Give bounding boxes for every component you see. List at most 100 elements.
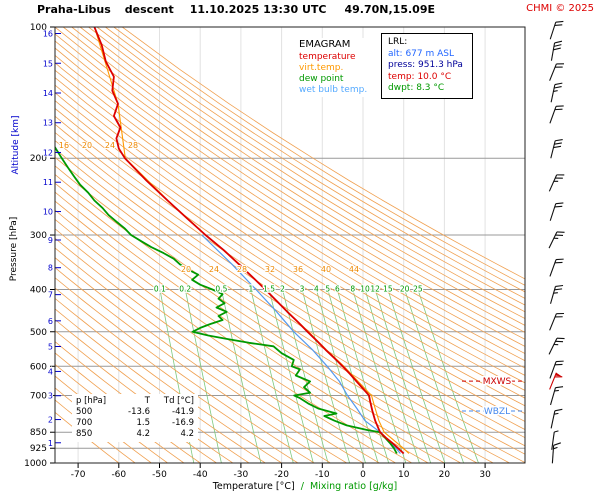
mixing-ratio-line: [417, 289, 479, 463]
lrl-alt: alt: 677 m ASL: [388, 48, 454, 59]
dry-adiabat-line: [55, 330, 234, 463]
wind-barb: [550, 408, 563, 429]
sounding-mode: descent: [124, 3, 174, 16]
legend-item-temperature: temperature: [299, 52, 356, 62]
wind-barb: [551, 430, 559, 450]
dry-adiabat-line: [88, 27, 525, 306]
wind-barb: [548, 337, 565, 355]
dry-adiabat-label: 16: [59, 141, 69, 150]
wind-barb: [550, 139, 563, 159]
mixing-ratio-line: [301, 289, 350, 463]
mixing-ratio-label: 5: [325, 284, 330, 293]
dry-adiabat-label: 36: [293, 265, 303, 274]
altitude-tick-label: 3: [48, 392, 53, 401]
mixing-ratio-label: 0.1: [154, 284, 166, 293]
station-name: Praha-Libus: [37, 3, 111, 16]
legend-item-wet-bulb: wet bulb temp.: [299, 85, 368, 95]
mixing-ratio-label: 8: [350, 284, 355, 293]
wind-barb: [549, 360, 564, 379]
mixing-ratio-line: [221, 289, 262, 463]
wind-barb: [549, 202, 564, 221]
mixing-ratio-label: 1.5: [263, 284, 275, 293]
lrl-info-box: LRL: alt: 677 m ASL press: 951.3 hPa tem…: [381, 33, 473, 99]
altitude-tick-label: 1: [48, 439, 53, 448]
legend-item-dew-point: dew point: [299, 74, 344, 84]
dry-adiabat-line: [55, 277, 315, 463]
dry-adiabat-line: [55, 115, 525, 422]
dry-adiabat-line: [55, 308, 267, 463]
dry-adiabat-line: [55, 191, 462, 463]
dry-adiabat-line: [55, 47, 525, 354]
x-axis-title-mixing-ratio: Mixing ratio [g/kg]: [310, 481, 398, 492]
dry-adiabat-line: [55, 165, 511, 463]
altitude-tick-label: 5: [48, 342, 53, 351]
dry-adiabat-line: [55, 62, 525, 369]
legend-item-virt-temp: virt.temp.: [299, 63, 344, 73]
pressure-tick-label: 100: [30, 23, 47, 33]
mixing-ratio-label: 10: [360, 284, 370, 293]
mixing-ratio-label: 1: [249, 284, 254, 293]
wind-barb: [550, 40, 563, 61]
dry-adiabat-line: [55, 267, 332, 463]
wbzl-label: WBZL: [484, 407, 510, 417]
mixing-ratio-label: 15: [383, 284, 393, 293]
table-row: 850 4.2 4.2: [76, 429, 194, 439]
temperature-tick-label: -30: [234, 470, 249, 480]
dry-adiabat-line: [62, 27, 525, 326]
dry-adiabat-line: [79, 27, 525, 313]
station-coords: 49.70N,15.09E: [344, 3, 436, 16]
legend: EMAGRAM temperature virt.temp. dew point…: [296, 38, 371, 97]
dry-adiabat-line: [55, 123, 525, 431]
pressure-tick-label: 400: [30, 285, 47, 295]
wet-bulb-temperature-curve: [201, 234, 401, 454]
dry-adiabat-label: 40: [321, 265, 331, 274]
dry-adiabat-line: [55, 173, 495, 463]
dry-adiabat-line: [121, 27, 525, 280]
mixing-ratio-line: [364, 289, 420, 463]
temperature-tick-label: -70: [71, 470, 86, 480]
dry-adiabat-line: [55, 131, 525, 439]
mixing-ratio-label: 6: [335, 284, 340, 293]
x-axis-title-separator: /: [300, 481, 304, 492]
table-header-row: p [hPa] T Td [°C]: [76, 396, 194, 406]
wind-barb: [549, 258, 564, 277]
pressure-tick-label: 600: [30, 362, 47, 372]
altitude-tick-label: 12: [43, 148, 53, 157]
dry-adiabat-line: [55, 84, 525, 391]
pressure-tick-label: 925: [30, 444, 47, 454]
copyright-label: CHMI © 2025: [526, 3, 594, 14]
altitude-tick-label: 13: [43, 119, 53, 128]
mixing-ratio-label: 20: [400, 284, 410, 293]
table-row: 500 -13.6 -41.9: [76, 407, 194, 417]
wind-barb: [549, 284, 564, 304]
level-data-table: p [hPa] T Td [°C] 500 -13.6 -41.9 700 1.…: [72, 394, 198, 442]
dry-adiabat-label: 24: [105, 141, 115, 150]
dry-adiabat-label: 24: [209, 265, 219, 274]
dry-adiabat-line: [55, 182, 478, 463]
dry-adiabat-line: [96, 27, 525, 299]
dry-adiabat-line: [55, 40, 525, 347]
temperature-tick-label: 10: [398, 470, 410, 480]
wind-barb: [549, 312, 564, 331]
altitude-tick-label: 7: [48, 291, 53, 300]
dry-adiabat-line: [71, 27, 525, 319]
dry-adiabat-label: 32: [265, 265, 275, 274]
mixing-ratio-line: [316, 289, 366, 463]
altitude-tick-label: 15: [43, 59, 53, 68]
dry-adiabat-line: [55, 156, 525, 463]
temperature-tick-label: 30: [479, 470, 491, 480]
page-title: Praha-Libus descent 11.10.2025 13:30 UTC…: [37, 3, 435, 16]
dry-adiabat-line: [55, 33, 525, 340]
altitude-tick-label: 11: [43, 178, 53, 187]
mixing-ratio-label: 12: [370, 284, 380, 293]
mixing-ratio-label: 3: [300, 284, 305, 293]
pressure-tick-label: 200: [30, 154, 47, 164]
altitude-tick-label: 9: [48, 236, 53, 245]
dry-adiabat-label: 28: [128, 141, 138, 150]
x-axis-title-temperature: Temperature [°C]: [212, 481, 295, 492]
table-row: 700 1.5 -16.9: [76, 418, 194, 428]
mixing-ratio-line: [387, 289, 446, 463]
plot-area: [55, 27, 525, 463]
